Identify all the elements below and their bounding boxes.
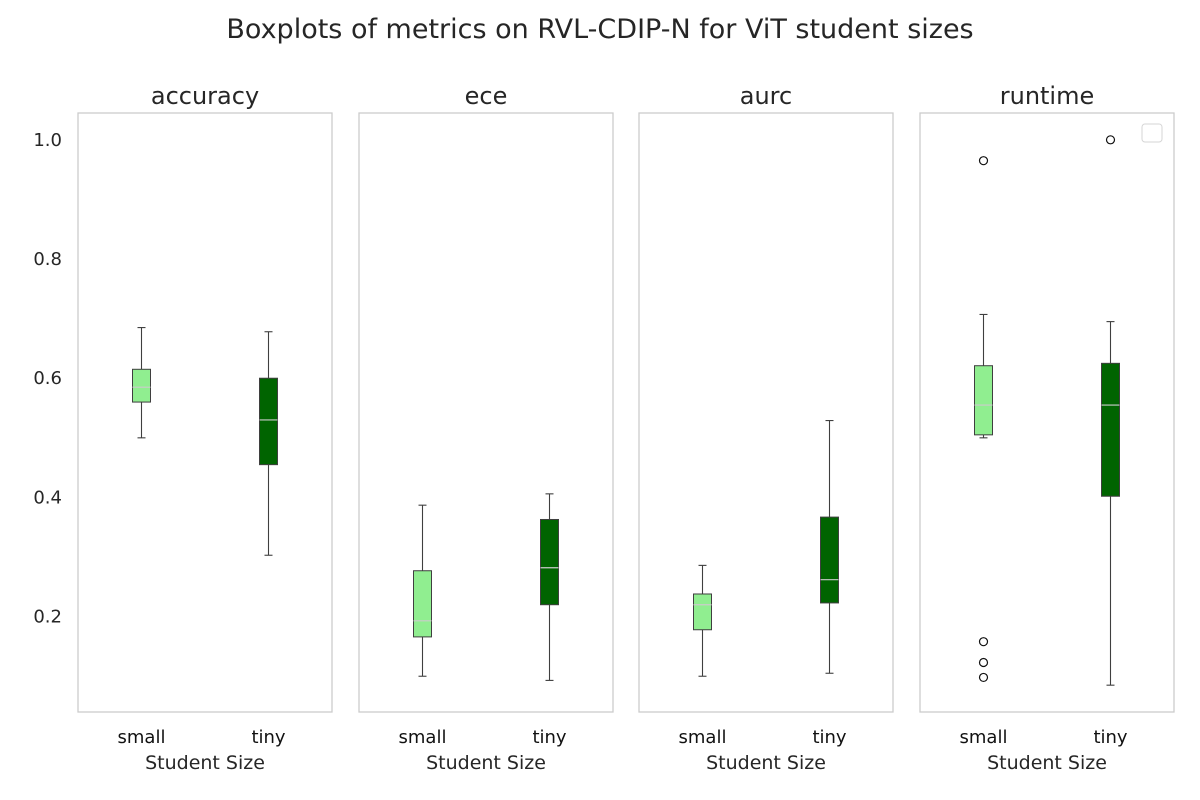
figure-title: Boxplots of metrics on RVL-CDIP-N for Vi… bbox=[226, 14, 973, 45]
outlier-point bbox=[978, 672, 989, 683]
panel-frame bbox=[358, 112, 614, 713]
category-label: tiny bbox=[1093, 727, 1127, 748]
iqr-box bbox=[259, 377, 278, 466]
box-tiny: tiny bbox=[1093, 135, 1128, 748]
y-tick-label: 0.8 bbox=[33, 249, 62, 270]
iqr-box bbox=[1101, 362, 1120, 497]
panel-accuracy: accuracy Student Size small tiny bbox=[77, 82, 333, 774]
box-small: small bbox=[118, 327, 166, 748]
category-label: tiny bbox=[812, 727, 846, 748]
category-label: small bbox=[118, 727, 166, 748]
category-label: small bbox=[679, 727, 727, 748]
iqr-box bbox=[540, 518, 559, 606]
legend bbox=[1141, 123, 1163, 143]
legend-box bbox=[1141, 123, 1163, 143]
panel-frame bbox=[77, 112, 333, 713]
box-small: small bbox=[399, 504, 447, 748]
box-tiny: tiny bbox=[812, 419, 847, 748]
x-axis-label: Student Size bbox=[706, 752, 826, 774]
iqr-box bbox=[693, 593, 712, 631]
outlier-point bbox=[978, 637, 989, 647]
panels: accuracy Student Size small tiny ece Student … bbox=[77, 82, 1175, 774]
y-axis: 0.2 0.4 0.6 0.8 1.0 bbox=[33, 130, 62, 628]
box-tiny: tiny bbox=[532, 493, 567, 748]
iqr-box bbox=[820, 516, 839, 604]
box-small: small bbox=[679, 564, 727, 748]
x-axis-label: Student Size bbox=[145, 752, 265, 774]
x-axis-label: Student Size bbox=[426, 752, 546, 774]
panel-runtime: runtime Student Size small tiny bbox=[919, 82, 1175, 774]
category-label: tiny bbox=[251, 727, 285, 748]
y-tick-label: 0.6 bbox=[33, 368, 62, 389]
outlier-point bbox=[978, 657, 989, 668]
y-tick-label: 0.4 bbox=[33, 487, 62, 508]
panel-title: accuracy bbox=[151, 82, 259, 110]
panel-frame bbox=[638, 112, 894, 713]
box-tiny: tiny bbox=[251, 331, 286, 748]
y-tick-label: 1.0 bbox=[33, 130, 62, 151]
box-small: small bbox=[960, 156, 1008, 748]
panel-title: aurc bbox=[740, 82, 792, 110]
category-label: small bbox=[960, 727, 1008, 748]
y-tick-label: 0.2 bbox=[33, 607, 62, 628]
panel-frame bbox=[919, 112, 1175, 713]
category-label: small bbox=[399, 727, 447, 748]
category-label: tiny bbox=[532, 727, 566, 748]
panel-title: runtime bbox=[1000, 82, 1095, 110]
outlier-point bbox=[978, 156, 989, 166]
outlier-point bbox=[1105, 135, 1116, 145]
panel-ece: ece Student Size small tiny bbox=[358, 82, 614, 774]
x-axis-label: Student Size bbox=[987, 752, 1107, 774]
iqr-box bbox=[413, 570, 432, 638]
iqr-box bbox=[974, 365, 993, 436]
panel-title: ece bbox=[465, 82, 508, 110]
panel-aurc: aurc Student Size small tiny bbox=[638, 82, 894, 774]
iqr-box bbox=[132, 368, 151, 403]
